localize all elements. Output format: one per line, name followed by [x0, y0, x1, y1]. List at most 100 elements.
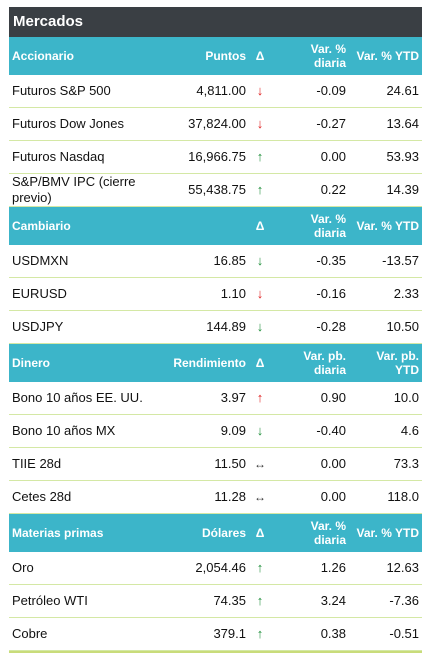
- instrument-name: Futuros Dow Jones: [9, 107, 155, 141]
- ytd-change-header: Var. pb. YTD: [349, 343, 422, 382]
- trend-arrow-icon: ↓: [256, 319, 264, 334]
- instrument-value: 2,054.46: [155, 552, 249, 585]
- table-row: Bono 10 años MX 9.09 ↓ -0.40 4.6: [9, 414, 422, 448]
- instrument-value: 4,811.00: [155, 75, 249, 108]
- trend-arrow-icon: ↓: [256, 253, 264, 268]
- ytd-change: 53.93: [349, 140, 422, 174]
- trend-arrow-cell: ↓: [249, 277, 271, 311]
- trend-arrow-cell: ↓: [249, 414, 271, 448]
- daily-change: -0.28: [271, 310, 349, 344]
- instrument-name: Petróleo WTI: [9, 584, 155, 618]
- daily-change: 3.24: [271, 584, 349, 618]
- daily-change: 0.00: [271, 140, 349, 174]
- daily-change: 0.00: [271, 480, 349, 514]
- instrument-name: USDMXN: [9, 245, 155, 278]
- table-row: Futuros S&P 500 4,811.00 ↓ -0.09 24.61: [9, 75, 422, 108]
- ytd-change-header: Var. % YTD: [349, 37, 422, 75]
- section-title: Cambiario: [9, 206, 155, 245]
- trend-arrow-cell: ↑: [249, 140, 271, 174]
- daily-change: 0.38: [271, 617, 349, 651]
- instrument-value: 55,438.75: [155, 173, 249, 207]
- ytd-change: 2.33: [349, 277, 422, 311]
- trend-arrow-icon: ↓: [256, 116, 264, 131]
- trend-arrow-icon: ↑: [256, 593, 264, 608]
- delta-column-header: Δ: [249, 513, 271, 552]
- daily-change: -0.35: [271, 245, 349, 278]
- delta-column-header: Δ: [249, 37, 271, 75]
- instrument-name: Bono 10 años MX: [9, 414, 155, 448]
- instrument-value: 16.85: [155, 245, 249, 278]
- trend-arrow-cell: ↑: [249, 617, 271, 651]
- daily-change: -0.27: [271, 107, 349, 141]
- trend-arrow-cell: ↑: [249, 173, 271, 207]
- section-header-dinero: Dinero Rendimiento Δ Var. pb. diaria Var. pb…: [9, 343, 422, 382]
- daily-change: -0.40: [271, 414, 349, 448]
- daily-change: -0.09: [271, 75, 349, 108]
- daily-change: 0.22: [271, 173, 349, 207]
- ytd-change: 73.3: [349, 447, 422, 481]
- trend-arrow-icon: ↔: [254, 490, 266, 504]
- value-column-header: [155, 206, 249, 245]
- trend-arrow-icon: ↑: [256, 626, 264, 641]
- delta-column-header: Δ: [249, 206, 271, 245]
- ytd-change: 14.39: [349, 173, 422, 207]
- trend-arrow-icon: ↔: [254, 457, 266, 471]
- table-row: Oro 2,054.46 ↑ 1.26 12.63: [9, 552, 422, 585]
- section-title: Materias primas: [9, 513, 155, 552]
- section-header-cambiario: Cambiario Δ Var. % diaria Var. % YTD: [9, 206, 422, 245]
- ytd-change: -13.57: [349, 245, 422, 278]
- panel-title: Mercados: [9, 7, 422, 37]
- instrument-value: 3.97: [155, 382, 249, 415]
- ytd-change: -7.36: [349, 584, 422, 618]
- instrument-name: USDJPY: [9, 310, 155, 344]
- instrument-name: Futuros Nasdaq: [9, 140, 155, 174]
- instrument-value: 144.89: [155, 310, 249, 344]
- instrument-name: Cobre: [9, 617, 155, 651]
- section-header-accionario: Accionario Puntos Δ Var. % diaria Var. % YTD: [9, 37, 422, 75]
- instrument-name: Bono 10 años EE. UU.: [9, 382, 155, 415]
- ytd-change: 13.64: [349, 107, 422, 141]
- ytd-change: -0.51: [349, 617, 422, 651]
- trend-arrow-icon: ↑: [256, 560, 264, 575]
- trend-arrow-cell: ↑: [249, 382, 271, 415]
- trend-arrow-icon: ↑: [256, 182, 264, 197]
- trend-arrow-cell: ↓: [249, 75, 271, 108]
- instrument-name: S&P/BMV IPC (cierre previo): [9, 173, 155, 207]
- daily-change-header: Var. % diaria: [271, 206, 349, 245]
- table-row: Futuros Dow Jones 37,824.00 ↓ -0.27 13.64: [9, 107, 422, 141]
- trend-arrow-cell: ↔: [249, 447, 271, 481]
- ytd-change-header: Var. % YTD: [349, 513, 422, 552]
- table-row: Cobre 379.1 ↑ 0.38 -0.51: [9, 617, 422, 651]
- trend-arrow-icon: ↓: [256, 286, 264, 301]
- daily-change: 0.90: [271, 382, 349, 415]
- trend-arrow-icon: ↓: [256, 83, 264, 98]
- instrument-name: EURUSD: [9, 277, 155, 311]
- ytd-change-header: Var. % YTD: [349, 206, 422, 245]
- table-row: Bono 10 años EE. UU. 3.97 ↑ 0.90 10.0: [9, 382, 422, 415]
- section-title: Dinero: [9, 343, 155, 382]
- instrument-value: 11.28: [155, 480, 249, 514]
- daily-change: -0.16: [271, 277, 349, 311]
- ytd-change: 4.6: [349, 414, 422, 448]
- instrument-value: 74.35: [155, 584, 249, 618]
- value-column-header: Rendimiento: [155, 343, 249, 382]
- delta-column-header: Δ: [249, 343, 271, 382]
- section-title: Accionario: [9, 37, 155, 75]
- table-row: USDJPY 144.89 ↓ -0.28 10.50: [9, 310, 422, 344]
- ytd-change: 10.0: [349, 382, 422, 415]
- instrument-value: 11.50: [155, 447, 249, 481]
- instrument-value: 1.10: [155, 277, 249, 311]
- value-column-header: Puntos: [155, 37, 249, 75]
- trend-arrow-cell: ↑: [249, 552, 271, 585]
- trend-arrow-cell: ↔: [249, 480, 271, 514]
- table-row: USDMXN 16.85 ↓ -0.35 -13.57: [9, 245, 422, 278]
- markets-table: Accionario Puntos Δ Var. % diaria Var. % YTD…: [9, 37, 422, 651]
- instrument-value: 37,824.00: [155, 107, 249, 141]
- table-row: S&P/BMV IPC (cierre previo) 55,438.75 ↑ 0.2…: [9, 173, 422, 207]
- ytd-change: 24.61: [349, 75, 422, 108]
- ytd-change: 118.0: [349, 480, 422, 514]
- daily-change-header: Var. pb. diaria: [271, 343, 349, 382]
- section-header-materias-primas: Materias primas Dólares Δ Var. % diaria Var.…: [9, 513, 422, 552]
- trend-arrow-cell: ↓: [249, 107, 271, 141]
- trend-arrow-cell: ↓: [249, 245, 271, 278]
